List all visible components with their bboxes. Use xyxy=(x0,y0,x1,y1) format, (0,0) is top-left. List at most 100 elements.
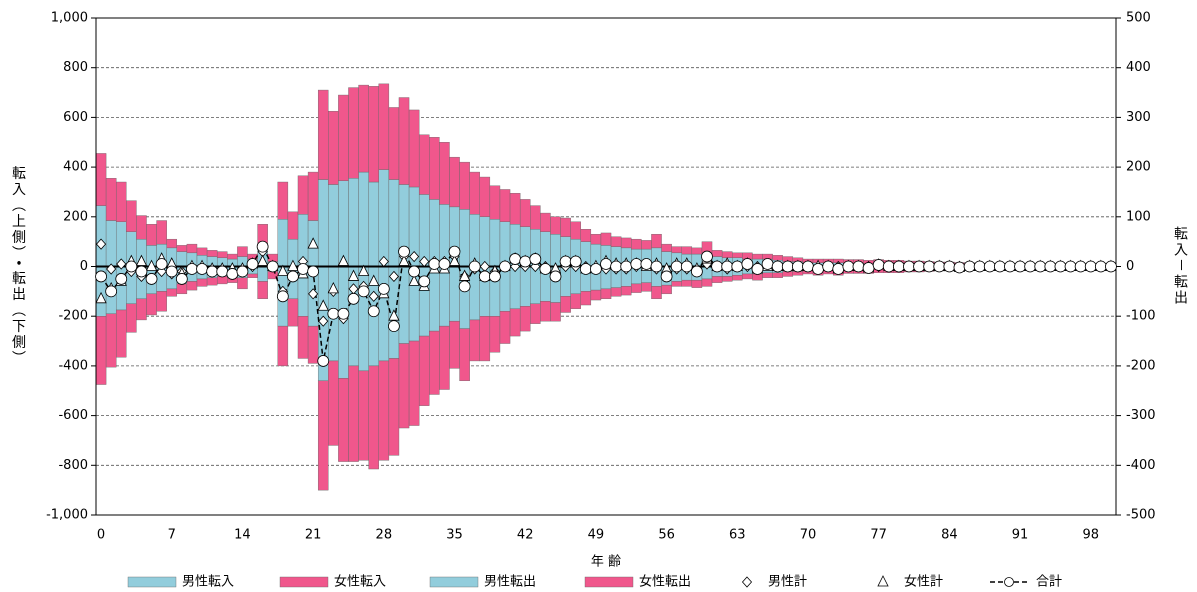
bar xyxy=(449,156,460,208)
bar xyxy=(418,194,430,267)
bar xyxy=(317,179,329,267)
circle-marker xyxy=(1034,260,1047,273)
circle-marker xyxy=(579,263,592,275)
bar xyxy=(115,309,127,358)
diamond-marker xyxy=(308,288,319,300)
bar xyxy=(721,276,733,282)
circle-marker xyxy=(196,263,208,275)
circle-marker xyxy=(1004,577,1014,587)
bar xyxy=(196,247,208,256)
bar xyxy=(449,320,460,369)
bar xyxy=(105,178,117,221)
y2-tick-label: 300 xyxy=(1126,110,1151,125)
circle-marker xyxy=(398,245,410,258)
legend-label: 合計 xyxy=(1036,574,1062,590)
diamond-marker xyxy=(419,255,430,268)
y2-tick-label: -300 xyxy=(1126,408,1156,423)
circle-marker xyxy=(701,250,713,263)
bar xyxy=(661,284,672,295)
legend-label: 女性計 xyxy=(904,574,943,590)
circle-marker xyxy=(812,263,824,275)
bar xyxy=(519,199,531,227)
x-tick-label: 14 xyxy=(234,528,251,543)
bar xyxy=(388,107,400,180)
bar xyxy=(277,325,289,367)
bar xyxy=(156,291,167,312)
circle-marker xyxy=(246,258,259,270)
bar xyxy=(237,277,248,290)
bar xyxy=(398,97,410,185)
circle-marker xyxy=(155,258,168,270)
y-axis-title: 転入（上側）・転出（下側） xyxy=(10,166,26,367)
circle-marker xyxy=(216,265,229,278)
legend-swatch xyxy=(429,576,479,588)
bar xyxy=(772,272,783,278)
circle-marker xyxy=(165,265,178,278)
triangle-marker xyxy=(448,254,461,266)
circle-marker xyxy=(367,305,380,318)
diamond-marker xyxy=(116,258,127,270)
circle-marker xyxy=(852,260,865,273)
circle-marker xyxy=(761,258,774,270)
diamond-marker xyxy=(318,315,329,327)
diamond-marker xyxy=(741,576,753,588)
y2-tick-label: 200 xyxy=(1126,160,1151,175)
bar xyxy=(196,278,208,287)
circle-marker xyxy=(781,260,794,273)
circle-marker xyxy=(872,259,885,271)
circle-marker xyxy=(973,260,986,273)
bar xyxy=(742,273,753,280)
bar xyxy=(439,325,450,390)
circle-marker xyxy=(1094,260,1107,273)
bar xyxy=(752,273,763,281)
y2-tick-label: -200 xyxy=(1126,358,1156,373)
bar xyxy=(459,161,470,210)
triangle-marker xyxy=(877,575,889,587)
circle-marker xyxy=(175,273,188,285)
diamond-marker xyxy=(106,263,117,275)
bar xyxy=(368,86,379,183)
bar xyxy=(328,360,339,446)
bar xyxy=(307,171,319,221)
bar xyxy=(580,229,592,242)
circle-marker xyxy=(559,255,572,268)
x-tick-label: 56 xyxy=(658,528,675,543)
bar xyxy=(176,283,188,295)
circle-marker xyxy=(468,260,481,273)
legend-label: 女性転入 xyxy=(334,575,386,590)
legend-swatch xyxy=(127,576,177,588)
circle-marker xyxy=(751,263,764,275)
circle-marker xyxy=(953,261,966,274)
bar xyxy=(519,306,531,332)
circle-marker xyxy=(287,270,299,283)
bar xyxy=(641,240,652,250)
bar xyxy=(499,266,511,312)
x-tick-label: 35 xyxy=(446,528,463,543)
bar xyxy=(550,302,561,322)
bar xyxy=(398,343,410,429)
circle-marker xyxy=(731,260,744,273)
bar xyxy=(479,216,491,267)
triangle-marker xyxy=(388,309,400,321)
y-tick-label: 200 xyxy=(63,209,88,224)
circle-marker xyxy=(377,282,390,295)
circle-marker xyxy=(388,320,400,333)
circle-marker xyxy=(903,260,915,273)
bar xyxy=(348,87,359,179)
bar xyxy=(358,84,369,173)
circle-marker xyxy=(438,258,451,270)
bar xyxy=(277,219,289,267)
bar xyxy=(429,137,440,200)
bar xyxy=(368,181,379,267)
triangle-marker xyxy=(287,259,299,271)
bar xyxy=(499,311,511,344)
bar xyxy=(459,209,470,267)
bar xyxy=(358,171,369,267)
bar xyxy=(681,246,693,255)
bar xyxy=(317,380,329,491)
legend-swatch xyxy=(584,576,634,588)
legend-label: 女性転出 xyxy=(639,575,691,590)
bar xyxy=(136,215,147,240)
x-tick-label: 98 xyxy=(1082,528,1099,543)
bar xyxy=(418,134,430,195)
